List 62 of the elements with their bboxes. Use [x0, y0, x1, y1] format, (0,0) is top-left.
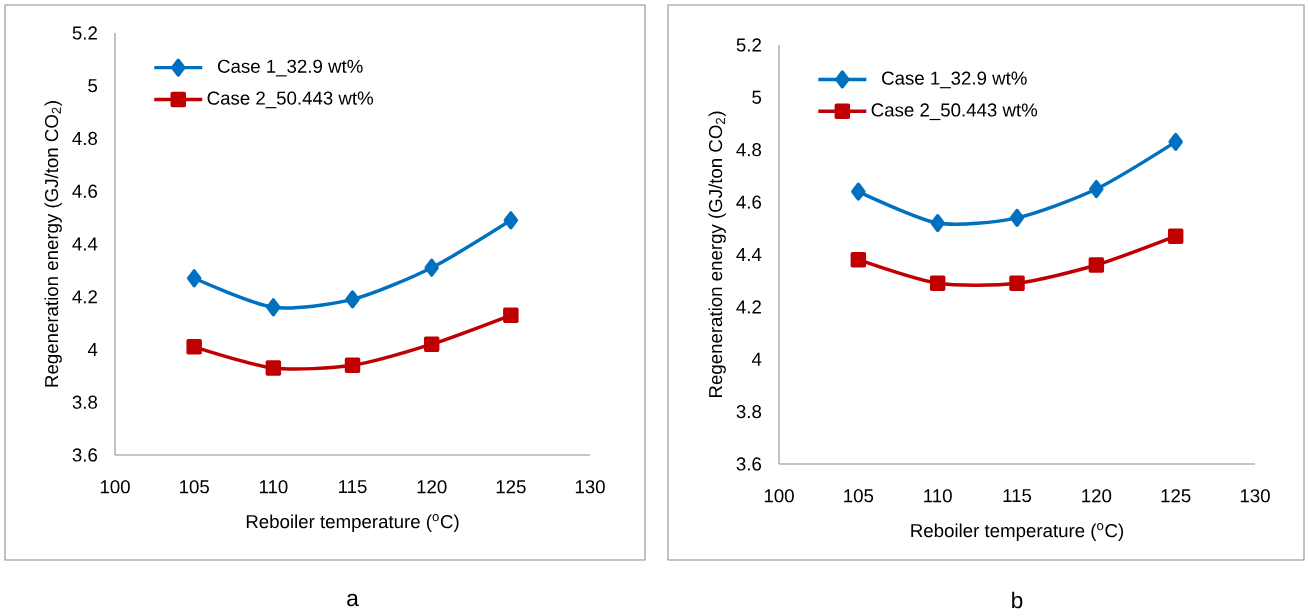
y-tick-label: 3.8	[72, 395, 98, 409]
y-tick-label: 4.6	[72, 184, 98, 198]
point	[344, 357, 361, 374]
x-tick-label: 105	[180, 480, 209, 494]
point	[1088, 257, 1105, 273]
legend-label: Case 1_32.9 wt%	[882, 71, 1027, 89]
y-tick-label: 3.8	[736, 404, 762, 419]
y-tick-label: 4	[87, 343, 98, 356]
point	[1167, 228, 1184, 244]
point	[851, 182, 866, 201]
x-tick-label: 130	[575, 480, 605, 494]
point	[423, 336, 440, 352]
y-tick-label: 5	[752, 90, 762, 104]
point	[1009, 208, 1025, 227]
y-tick-label: 4.4	[736, 248, 762, 261]
x-axis-title: Reboiler temperature ($^{o}$C)	[911, 523, 1124, 541]
legend-label: Case 2_50.443 wt%	[207, 91, 374, 109]
x-tick-label: 110	[259, 480, 288, 494]
x-tick-label: 100	[100, 480, 130, 494]
y-tick-label: 4.6	[736, 195, 762, 209]
x-tick-label: 110	[924, 489, 952, 503]
y-tick-label: 5.2	[72, 26, 97, 40]
point	[424, 258, 439, 277]
x-tick-label: 130	[1240, 489, 1270, 503]
point	[186, 269, 202, 288]
x-tick-label: 125	[496, 480, 526, 494]
y-axis-title: Regeneration energy (GJ/ton CO$_{2}$)	[44, 101, 62, 387]
y-tick-label: 4.8	[736, 143, 762, 157]
x-tick-label: 115	[339, 480, 367, 494]
text: a	[347, 593, 359, 607]
x-tick-label: 115	[1003, 489, 1032, 503]
point	[186, 339, 202, 355]
legend-label: Case 1_32.9 wt%	[217, 59, 363, 77]
y-tick-label: 4.8	[72, 131, 98, 146]
point	[1009, 275, 1025, 292]
point	[1168, 132, 1183, 151]
point	[1089, 179, 1104, 199]
point	[265, 360, 282, 376]
y-tick-label: 3.6	[736, 457, 762, 471]
point	[503, 307, 519, 323]
point	[345, 290, 360, 309]
y-tick-label: 4.2	[72, 290, 97, 304]
x-axis-title: Reboiler temperature ($^{o}$C)	[246, 514, 459, 532]
y-tick-label: 4	[751, 352, 762, 366]
x-tick-label: 105	[844, 489, 874, 503]
point	[930, 213, 945, 233]
y-tick-label: 5	[88, 79, 98, 93]
point	[850, 251, 867, 268]
point	[503, 211, 519, 230]
y-tick-label: 5.2	[736, 38, 761, 52]
y-axis-title: Regeneration energy (GJ/ton CO$_{2}$)	[708, 111, 726, 397]
text: b	[1012, 591, 1023, 609]
y-tick-label: 4.4	[72, 237, 98, 251]
y-tick-label: 3.6	[72, 448, 98, 462]
x-tick-label: 100	[764, 489, 794, 503]
x-tick-label: 120	[417, 480, 447, 494]
y-tick-label: 4.2	[736, 300, 761, 314]
x-tick-label: 125	[1161, 489, 1191, 503]
x-tick-label: 120	[1082, 489, 1112, 503]
point	[266, 298, 281, 317]
point	[929, 275, 946, 292]
legend-label: Case 2_50.443 wt%	[871, 103, 1038, 121]
